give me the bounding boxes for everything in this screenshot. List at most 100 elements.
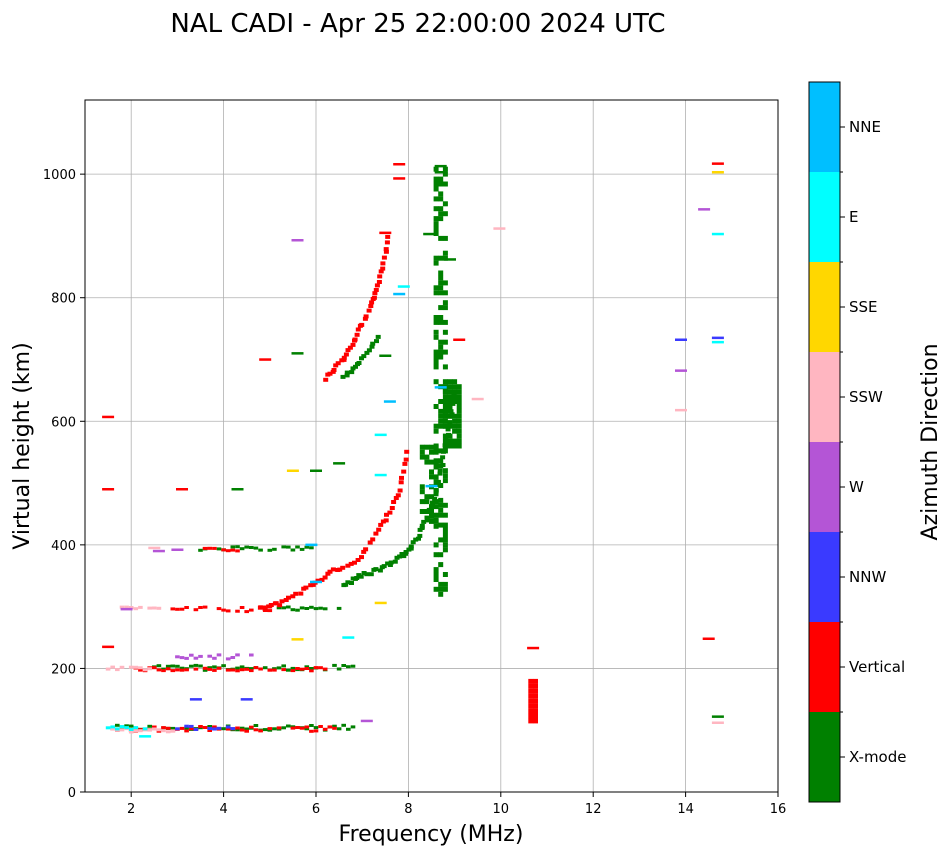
echo-mark xyxy=(438,497,444,503)
echo-mark xyxy=(124,605,129,609)
echo-mark xyxy=(184,729,189,733)
echo-mark xyxy=(438,285,444,291)
echo-mark xyxy=(433,255,439,261)
echo-point xyxy=(379,231,392,235)
echo-mark xyxy=(528,718,534,724)
echo-mark xyxy=(452,413,458,419)
echo-mark xyxy=(387,510,393,515)
echo-mark xyxy=(456,408,462,414)
echo-mark xyxy=(175,668,180,672)
echo-mark xyxy=(253,546,259,550)
echo-mark xyxy=(442,448,448,454)
echo-mark xyxy=(438,413,444,419)
echo-mark xyxy=(230,668,236,672)
echo-point xyxy=(310,580,322,584)
echo-mark xyxy=(156,728,162,732)
y-axis-label: Virtual height (km) xyxy=(10,342,35,549)
echo-mark xyxy=(221,548,226,552)
echo-mark xyxy=(184,724,189,728)
echo-mark xyxy=(438,458,444,464)
echo-mark xyxy=(433,315,439,320)
echo-mark xyxy=(304,727,310,731)
echo-mark xyxy=(346,727,351,731)
echo-mark xyxy=(528,713,534,719)
echo-mark xyxy=(341,357,347,362)
echo-mark xyxy=(383,247,389,252)
echo-mark xyxy=(355,558,361,562)
echo-mark xyxy=(198,725,203,728)
echo-mark xyxy=(381,564,387,569)
x-tick-label: 4 xyxy=(219,802,227,817)
echo-mark xyxy=(433,334,439,340)
echo-mark xyxy=(438,448,444,454)
echo-mark xyxy=(438,537,444,543)
echo-mark xyxy=(424,459,430,465)
echo-mark xyxy=(133,665,139,669)
echo-mark xyxy=(286,724,291,728)
echo-mark xyxy=(438,280,444,286)
echo-mark xyxy=(165,730,171,734)
echo-mark xyxy=(198,654,203,658)
echo-mark xyxy=(249,653,254,657)
echo-mark xyxy=(304,607,310,610)
echo-mark xyxy=(161,726,166,730)
echo-mark xyxy=(456,418,462,424)
echo-mark xyxy=(332,663,337,667)
echo-mark xyxy=(138,605,143,609)
echo-mark xyxy=(225,657,231,661)
echo-mark xyxy=(281,606,286,610)
colorbar-tick-label: NNW xyxy=(849,568,886,586)
colorbar-segment xyxy=(809,532,840,622)
echo-mark xyxy=(124,726,129,730)
echo-mark xyxy=(442,478,448,484)
echo-mark xyxy=(429,494,434,500)
echo-mark xyxy=(290,594,296,599)
echo-mark xyxy=(184,668,189,672)
echo-mark xyxy=(429,474,434,480)
echo-mark xyxy=(442,201,448,207)
echo-mark xyxy=(175,664,180,668)
echo-mark xyxy=(442,418,448,424)
echo-mark xyxy=(295,608,300,612)
echo-mark xyxy=(408,546,414,551)
chart-title: NAL CADI - Apr 25 22:00:00 2024 UTC xyxy=(170,9,665,39)
echo-mark xyxy=(452,428,458,434)
echo-mark xyxy=(447,399,453,404)
echo-mark xyxy=(202,726,208,729)
echo-mark xyxy=(433,359,439,365)
echo-mark xyxy=(267,548,273,552)
echo-mark xyxy=(184,656,189,660)
echo-mark xyxy=(438,216,444,222)
y-tick-label: 800 xyxy=(51,292,76,307)
echo-mark xyxy=(456,438,462,444)
echo-mark xyxy=(438,235,444,241)
echo-mark xyxy=(528,703,534,709)
echo-mark xyxy=(295,545,300,549)
echo-mark xyxy=(313,607,319,611)
echo-mark xyxy=(447,413,453,419)
echo-mark xyxy=(353,364,358,369)
echo-mark xyxy=(249,725,254,729)
echo-mark xyxy=(295,726,300,729)
echo-mark xyxy=(128,665,134,669)
echo-mark xyxy=(456,433,462,439)
echo-mark xyxy=(170,607,176,611)
echo-mark xyxy=(354,332,360,337)
echo-mark xyxy=(340,565,346,570)
echo-mark xyxy=(336,606,342,610)
echo-mark xyxy=(452,389,458,395)
echo-mark xyxy=(438,339,444,345)
echo-mark xyxy=(304,665,310,669)
echo-mark xyxy=(332,726,337,730)
echo-mark xyxy=(433,176,439,182)
echo-point xyxy=(379,354,392,357)
echo-mark xyxy=(438,408,444,414)
echo-mark xyxy=(290,608,296,612)
echo-mark xyxy=(433,260,439,266)
echo-mark xyxy=(442,290,448,296)
echo-mark xyxy=(442,532,448,538)
echo-mark xyxy=(179,607,185,611)
echo-mark xyxy=(221,664,226,668)
echo-point xyxy=(291,638,304,641)
echo-mark xyxy=(337,567,343,572)
